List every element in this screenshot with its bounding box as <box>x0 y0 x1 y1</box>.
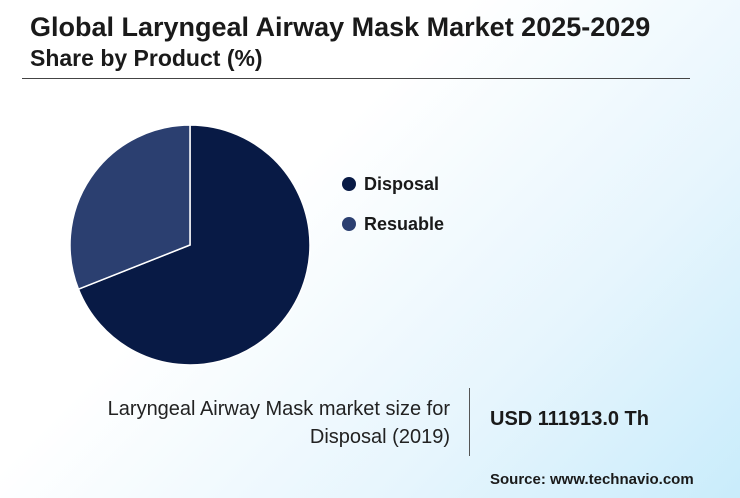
legend-item-disposal: Disposal <box>342 172 444 196</box>
pie-slice-disposal <box>77 124 311 366</box>
legend-label-resuable: Resuable <box>364 213 445 234</box>
legend-label-disposal: Disposal <box>364 173 440 194</box>
legend-item-resuable: Resuable <box>342 212 444 236</box>
legend-marker-disposal <box>342 177 356 191</box>
legend-marker-resuable <box>342 217 356 231</box>
vertical-divider <box>469 388 470 456</box>
legend: Disposal Resuable <box>342 172 444 252</box>
pie-slice-resuable <box>69 124 191 291</box>
market-size-caption: Laryngeal Airway Mask market size for Di… <box>107 398 450 448</box>
header-divider <box>22 78 690 79</box>
chart-subtitle: Share by Product (%) <box>30 45 263 71</box>
chart-title: Global Laryngeal Airway Mask Market 2025… <box>30 12 651 42</box>
market-size-value: USD 111913.0 Th <box>490 408 649 430</box>
source-note: Source: www.technavio.com <box>490 471 694 488</box>
